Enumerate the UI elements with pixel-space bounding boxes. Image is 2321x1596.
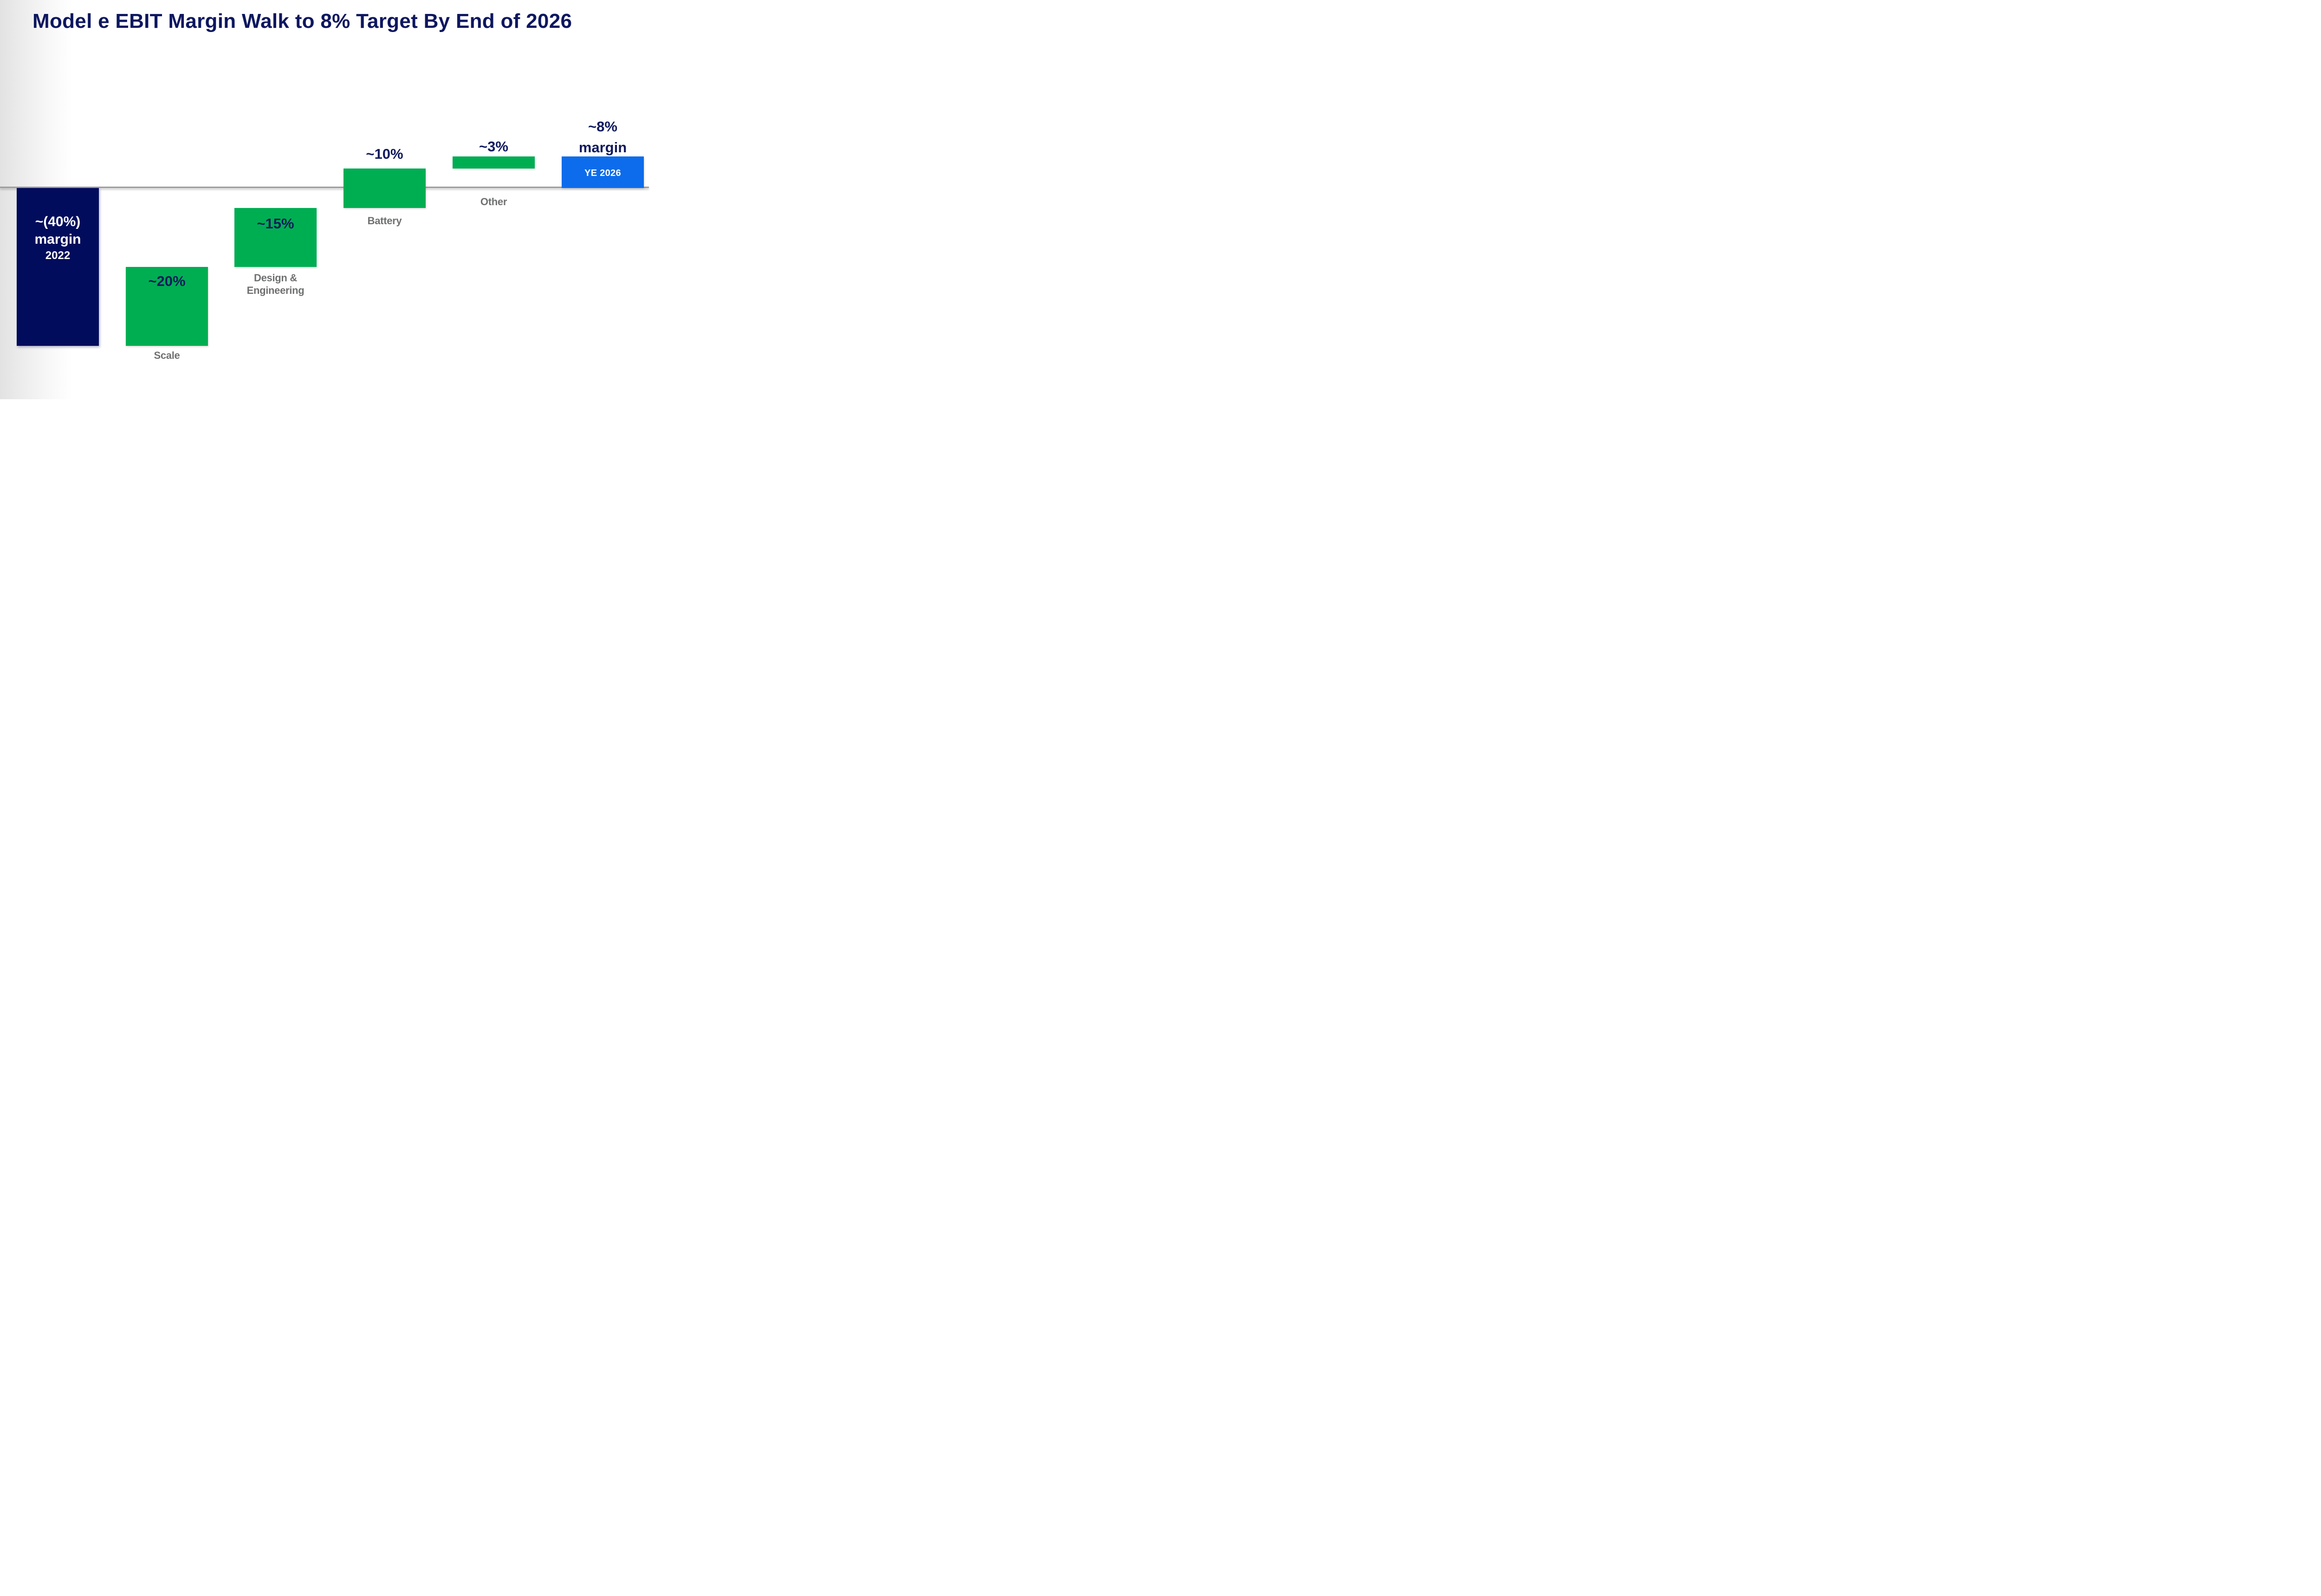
- bar-ye2026-end: YE 2026: [562, 156, 644, 188]
- bar-2022-start: ~(40%) margin 2022: [17, 188, 99, 346]
- bar-ye2026-value-line1: ~8%: [588, 118, 617, 135]
- bar-battery-value-label: ~10%: [366, 146, 403, 162]
- bar-design-engineering-category-line2: Engineering: [246, 285, 305, 296]
- bar-ye2026-value-line2: margin: [578, 139, 627, 156]
- bar-2022-label-block: ~(40%) margin 2022: [17, 188, 99, 263]
- bar-design-engineering-category-label: Design & Engineering: [234, 272, 317, 297]
- bar-scale-category-label: Scale: [154, 350, 180, 361]
- bar-design-engineering: ~15%: [234, 208, 317, 267]
- bar-2022-value-label: ~(40%): [35, 214, 81, 229]
- bar-design-engineering-category-line1: Design &: [254, 272, 297, 284]
- waterfall-chart: ~(40%) margin 2022 ~20% Scale ~15% Desig…: [0, 0, 649, 399]
- zero-baseline-axis: [0, 187, 649, 188]
- bar-2022-year-label: 2022: [45, 249, 71, 262]
- bar-scale-value-label: ~20%: [148, 273, 186, 289]
- slide-background: Model e EBIT Margin Walk to 8% Target By…: [0, 0, 649, 399]
- bar-ye2026-value-label: ~8% margin: [562, 116, 644, 158]
- bar-battery-category-label: Battery: [367, 215, 402, 227]
- bar-scale: ~20%: [126, 267, 208, 346]
- bar-design-engineering-value-label: ~15%: [257, 215, 294, 232]
- bar-battery: [344, 169, 426, 208]
- bar-other-value-label: ~3%: [479, 138, 508, 155]
- bar-other: [453, 156, 535, 169]
- page-title: Model e EBIT Margin Walk to 8% Target By…: [32, 10, 572, 32]
- bar-ye2026-inner-label: YE 2026: [584, 168, 621, 178]
- bar-other-category-label: Other: [480, 196, 507, 208]
- bar-2022-margin-label: margin: [34, 232, 81, 247]
